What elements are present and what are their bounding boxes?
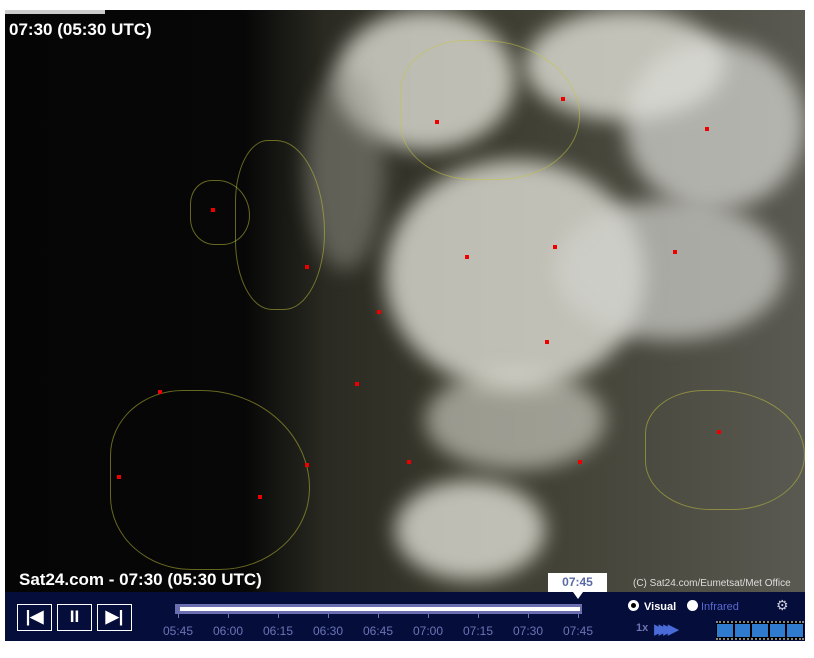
timeline-tick-label[interactable]: 07:15 bbox=[462, 624, 494, 638]
pause-button[interactable]: II bbox=[57, 604, 92, 631]
satellite-image bbox=[5, 10, 805, 592]
last-frame-button[interactable]: ▶| bbox=[97, 604, 132, 631]
image-info-strip bbox=[5, 10, 105, 14]
timeline-tick bbox=[378, 614, 379, 618]
timeline-progress bbox=[180, 607, 580, 611]
pause-icon: II bbox=[69, 607, 80, 626]
timeline-tick bbox=[478, 614, 479, 618]
timeline-tick bbox=[578, 614, 579, 618]
time-label: 07:30 (05:30 UTC) bbox=[9, 20, 152, 39]
copyright: (C) Sat24.com/Eumetsat/Met Office bbox=[633, 578, 791, 589]
visual-radio[interactable] bbox=[628, 600, 639, 611]
current-time-tooltip: 07:45 bbox=[548, 573, 607, 592]
timeline-tick bbox=[278, 614, 279, 618]
infrared-label[interactable]: Infrared bbox=[701, 601, 739, 613]
first-frame-button[interactable]: |◀ bbox=[17, 604, 52, 631]
footer-title: Sat24.com - 07:30 (05:30 UTC) bbox=[19, 570, 262, 589]
skip-to-end-icon: ▶| bbox=[105, 607, 124, 626]
gear-icon[interactable]: ⚙ bbox=[776, 597, 789, 613]
visual-label[interactable]: Visual bbox=[644, 601, 677, 613]
timeline-tick-label[interactable]: 06:45 bbox=[362, 624, 394, 638]
timeline-tick-label[interactable]: 07:00 bbox=[412, 624, 444, 638]
timeline-tick-label[interactable]: 07:45 bbox=[562, 624, 594, 638]
skip-to-start-icon: |◀ bbox=[25, 607, 44, 626]
timeline-tick bbox=[178, 614, 179, 618]
timeline-tick-label[interactable]: 05:45 bbox=[162, 624, 194, 638]
timeline-tick bbox=[228, 614, 229, 618]
timeline-tick-label[interactable]: 06:00 bbox=[212, 624, 244, 638]
filmstrip-icon[interactable] bbox=[716, 621, 804, 640]
timeline-tick-label[interactable]: 06:15 bbox=[262, 624, 294, 638]
timeline-tick bbox=[428, 614, 429, 618]
timeline-tick bbox=[528, 614, 529, 618]
tooltip-pointer bbox=[573, 592, 583, 599]
control-bar bbox=[5, 592, 805, 641]
infrared-radio[interactable] bbox=[687, 600, 698, 611]
fast-forward-icon[interactable]: ▶▶▶▶ bbox=[654, 621, 679, 638]
speed-label[interactable]: 1x bbox=[636, 622, 649, 634]
timeline-tick-label[interactable]: 06:30 bbox=[312, 624, 344, 638]
timeline-tick-label[interactable]: 07:30 bbox=[512, 624, 544, 638]
timeline-tick bbox=[328, 614, 329, 618]
